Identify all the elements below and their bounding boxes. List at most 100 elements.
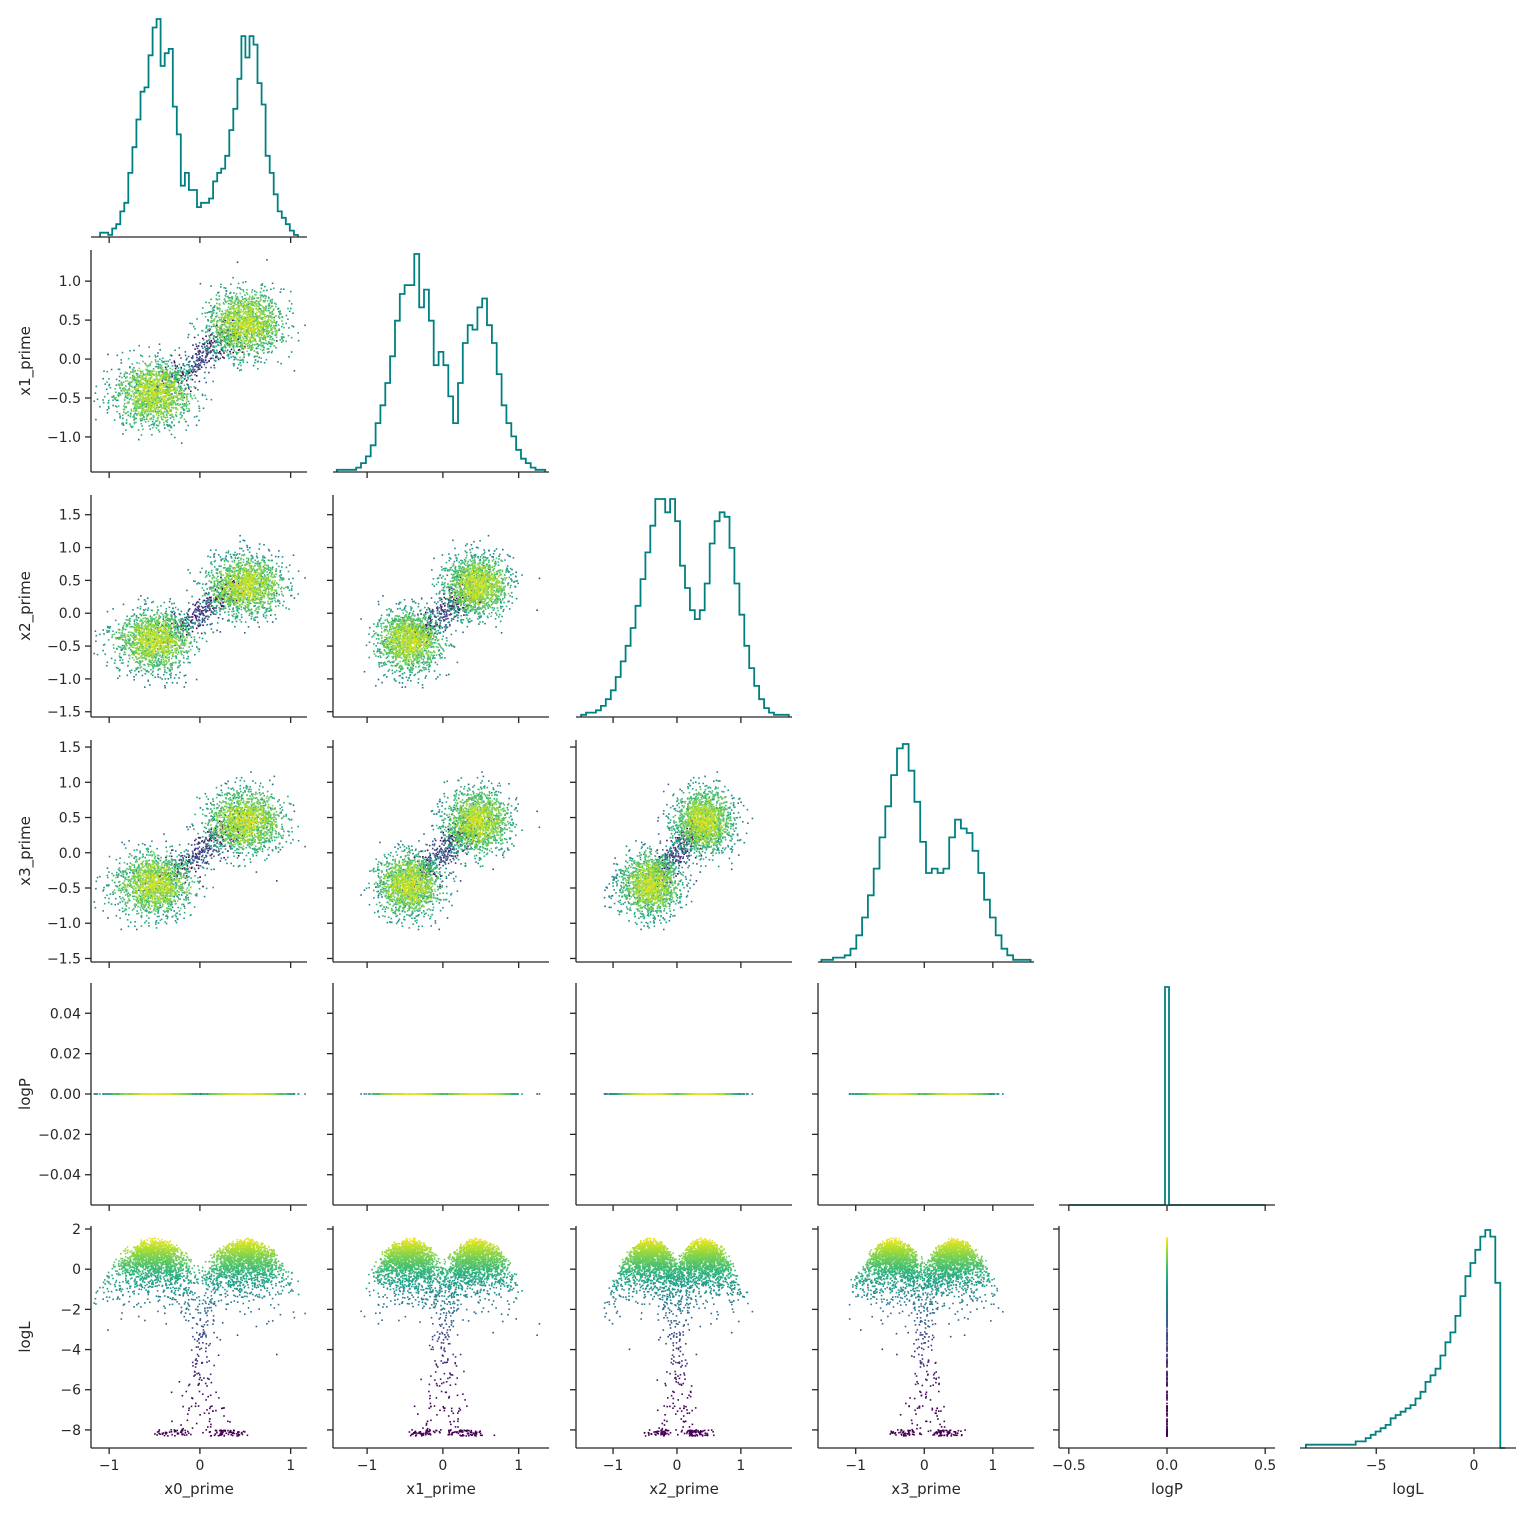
scatter-point: [280, 363, 282, 365]
scatter-point: [204, 342, 206, 344]
scatter-point: [209, 347, 211, 349]
scatter-point: [185, 376, 187, 378]
scatter-point: [217, 292, 219, 294]
scatter-point: [206, 352, 208, 354]
scatter-point: [210, 285, 212, 287]
scatter-point: [94, 400, 96, 402]
scatter-point: [181, 368, 183, 370]
scatter-point: [116, 400, 118, 402]
scatter-point: [274, 317, 276, 319]
scatter-point: [238, 349, 240, 351]
scatter-point: [129, 350, 131, 352]
scatter-point: [159, 343, 161, 345]
scatter-point: [192, 379, 194, 381]
scatter-point: [210, 367, 212, 369]
scatter-point: [207, 349, 209, 351]
scatter-point: [148, 390, 150, 392]
scatter-point: [126, 372, 128, 374]
scatter-point: [196, 375, 198, 377]
scatter-point: [186, 384, 188, 386]
scatter-point: [185, 351, 187, 353]
scatter-point: [114, 419, 116, 421]
scatter-point: [226, 290, 228, 292]
scatter-point: [189, 366, 191, 368]
scatter-point: [212, 381, 214, 383]
scatter-point: [162, 361, 164, 363]
scatter-point: [229, 351, 231, 353]
scatter-point: [214, 367, 216, 369]
scatter-point: [236, 353, 238, 355]
scatter-point: [144, 419, 146, 421]
scatter-point: [206, 399, 208, 401]
scatter-point: [232, 356, 234, 358]
scatter-point: [186, 370, 188, 372]
scatter-point: [208, 372, 210, 374]
scatter-point: [237, 367, 239, 369]
scatter-point: [196, 416, 198, 418]
scatter-point: [182, 374, 184, 376]
scatter-point: [188, 356, 190, 358]
scatter-point: [164, 427, 166, 429]
scatter-point: [116, 384, 118, 386]
scatter-point: [220, 358, 222, 360]
scatter-point: [159, 349, 161, 351]
scatter-point: [140, 420, 142, 422]
scatter-point: [108, 408, 110, 410]
scatter-point: [167, 361, 169, 363]
scatter-point: [95, 419, 97, 421]
scatter-point: [211, 340, 213, 342]
scatter-point: [199, 381, 201, 383]
scatter-point: [289, 300, 291, 302]
scatter-point: [194, 362, 196, 364]
scatter-point: [140, 355, 142, 357]
scatter-point: [196, 346, 198, 348]
scatter-point: [205, 302, 207, 304]
scatter-point: [211, 357, 213, 359]
scatter-point: [223, 357, 225, 359]
scatter-point: [195, 364, 197, 366]
scatter-point: [258, 357, 260, 359]
scatter-point: [288, 356, 290, 358]
scatter-point: [205, 359, 207, 361]
scatter-point: [192, 366, 194, 368]
scatter-point: [264, 286, 266, 288]
scatter-point: [183, 412, 185, 414]
scatter-point: [190, 393, 192, 395]
scatter-point: [233, 365, 235, 367]
scatter-point: [192, 358, 194, 360]
scatter-point: [234, 359, 236, 361]
scatter-point: [194, 337, 196, 339]
scatter-point: [168, 365, 170, 367]
scatter-point: [254, 356, 256, 358]
scatter-point: [291, 351, 293, 353]
scatter-point: [103, 370, 105, 372]
scatter-point: [194, 416, 196, 418]
scatter-point: [257, 368, 259, 370]
scatter-point: [107, 354, 109, 356]
scatter-point: [133, 350, 135, 352]
scatter-point: [106, 389, 108, 391]
scatter-point: [203, 408, 205, 410]
scatter-point: [199, 342, 201, 344]
scatter-point: [121, 362, 123, 364]
scatter-point: [211, 399, 213, 401]
scatter-point: [188, 334, 190, 336]
scatter-point: [108, 402, 110, 404]
corner-plot: −1.0−0.50.00.51.0x1_prime−1.5−1.0−0.50.0…: [0, 0, 1529, 1514]
scatter-point: [187, 377, 189, 379]
scatter-point: [97, 399, 99, 401]
scatter-point: [270, 289, 272, 291]
scatter-point: [186, 380, 188, 382]
scatter-point: [209, 330, 211, 332]
scatter-point: [185, 421, 187, 423]
scatter-point: [202, 394, 204, 396]
scatter-point: [119, 415, 121, 417]
scatter-point: [205, 367, 207, 369]
scatter-point: [290, 308, 292, 310]
scatter-point: [99, 406, 101, 408]
scatter-point: [220, 284, 222, 286]
scatter-point: [185, 429, 187, 431]
panel-x0_prime-vs-x0_prime: [91, 19, 307, 243]
scatter-point: [217, 338, 219, 340]
scatter-point: [204, 364, 206, 366]
